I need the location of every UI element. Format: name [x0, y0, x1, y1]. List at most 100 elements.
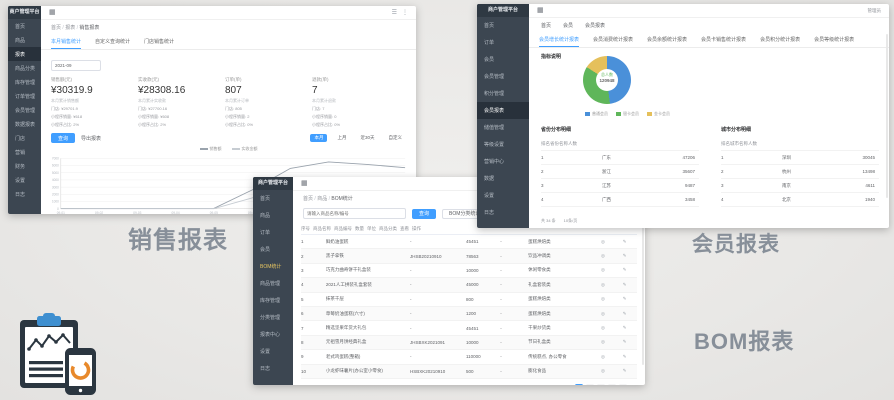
breadcrumb-item[interactable]: 商品 — [317, 196, 331, 202]
tab[interactable]: 会员卡销售统计报表 — [701, 37, 747, 43]
sidebar-item[interactable]: 报表中心 — [260, 332, 281, 338]
sidebar-item[interactable]: 订单 — [484, 40, 495, 46]
apps-grid-icon[interactable]: ▦ — [49, 9, 56, 16]
table-row[interactable]: 6 草莓奶油蛋糕(六寸) - 1200 - 蛋糕烘焙类 ◎ ✎ — [301, 306, 637, 322]
sidebar-item[interactable]: 数据报表 — [15, 121, 36, 128]
tab[interactable]: 本月销售统计 — [51, 36, 82, 49]
scrollbar[interactable] — [641, 217, 644, 365]
table-row[interactable]: 4 2021人工拼装礼盒套装 - 45000 - 礼盒套装类 ◎ ✎ — [301, 278, 637, 293]
sidebar-item[interactable]: 积分管理 — [484, 91, 505, 97]
sidebar-item[interactable]: 会员管理 — [484, 74, 505, 80]
sidebar-item[interactable]: 设置 — [260, 349, 271, 355]
sidebar-item[interactable]: 订单管理 — [15, 93, 36, 100]
sidebar-item[interactable]: 商品 — [260, 213, 271, 219]
sidebar-item[interactable]: 库存管理 — [15, 79, 36, 86]
sidebar-item[interactable]: 日志 — [15, 191, 26, 198]
sidebar-item[interactable]: 营销 — [15, 149, 26, 156]
edit-icon[interactable]: ✎ — [622, 310, 627, 316]
range-button[interactable]: 近30天 — [360, 135, 375, 140]
range-button[interactable]: 本月 — [310, 134, 328, 142]
tab[interactable]: 自定义查询统计 — [95, 39, 131, 45]
query-button[interactable]: 查询 — [412, 208, 437, 219]
sidebar-item[interactable]: 首页 — [484, 23, 495, 29]
sidebar-item[interactable]: 日志 — [260, 366, 271, 372]
tab[interactable]: 门店销售统计 — [144, 39, 175, 45]
sidebar-item[interactable]: 营销中心 — [484, 159, 505, 165]
edit-icon[interactable]: ✎ — [622, 296, 627, 302]
more-icon[interactable]: ⋮ — [402, 10, 408, 16]
sidebar-item[interactable]: 库存管理 — [260, 298, 281, 304]
sidebar-item[interactable]: 商品管理 — [260, 281, 281, 287]
view-icon[interactable]: ◎ — [600, 310, 605, 316]
edit-icon[interactable]: ✎ — [622, 253, 627, 259]
sidebar-item[interactable]: 财务 — [15, 163, 26, 170]
view-icon[interactable]: ◎ — [600, 339, 605, 345]
view-icon[interactable]: ◎ — [600, 353, 605, 359]
menu-item[interactable]: 首页 — [541, 23, 552, 29]
month-filter-input[interactable] — [51, 60, 101, 71]
edit-icon[interactable]: ✎ — [622, 353, 627, 359]
table-row[interactable]: 8 元祖雪月饼经典礼盒 JHSBXK2021091 10000 - 节日礼盒类 … — [301, 335, 637, 351]
tab[interactable]: 会员等级统计报表 — [814, 37, 855, 43]
menu-icon[interactable]: ☰ — [391, 10, 397, 16]
view-icon[interactable]: ◎ — [600, 267, 605, 273]
view-icon[interactable]: ◎ — [600, 253, 605, 259]
sidebar-item[interactable]: 设置 — [484, 193, 495, 199]
tab[interactable]: 会员余额统计报表 — [647, 37, 688, 43]
range-button[interactable]: 上月 — [337, 135, 347, 140]
table-row[interactable]: 4 北京 1940 — [721, 193, 879, 207]
view-icon[interactable]: ◎ — [600, 296, 605, 302]
sidebar-item[interactable]: BOM统计 — [260, 264, 282, 270]
sidebar-item[interactable]: 会员报表 — [477, 102, 529, 119]
page-size[interactable]: 10条/页 — [563, 218, 578, 223]
scrollbar[interactable] — [885, 34, 888, 198]
tab[interactable]: 会员消费统计报表 — [593, 37, 634, 43]
sidebar-item[interactable]: 首页 — [15, 23, 26, 30]
table-row[interactable]: 3 巧克力曲奇饼干礼盒装 - 10000 - 休闲零食类 ◎ ✎ — [301, 264, 637, 279]
apps-grid-icon[interactable]: ▦ — [301, 180, 308, 187]
page-button[interactable]: 2 — [585, 383, 594, 385]
breadcrumb-item[interactable]: 报表 — [65, 25, 79, 31]
current-user[interactable]: 管理员 — [867, 7, 882, 13]
table-row[interactable]: 2 黑子拿铁 JHSB20210910 78563 - 饮品冲调类 ◎ ✎ — [301, 249, 637, 264]
table-row[interactable]: 10 小龙虾味薯片(办公室小零食) HSBXK20210910 500 - 膨化… — [301, 364, 637, 379]
edit-icon[interactable]: ✎ — [622, 281, 627, 287]
sidebar-item[interactable]: 订单 — [260, 230, 271, 236]
table-row[interactable]: 3 江苏 9487 — [541, 179, 699, 193]
edit-icon[interactable]: ✎ — [622, 238, 627, 244]
view-icon[interactable]: ◎ — [600, 325, 605, 331]
page-button[interactable]: 4 — [607, 383, 616, 385]
tab[interactable]: 会员积分统计报表 — [760, 37, 801, 43]
sidebar-item[interactable]: 分类管理 — [260, 315, 281, 321]
edit-icon[interactable]: ✎ — [622, 368, 627, 374]
breadcrumb-item[interactable]: 首页 — [303, 196, 317, 202]
table-row[interactable]: 9 老式鸡蛋糕(整箱) - 110000 - 传统糕点, 办公零食 ◎ ✎ — [301, 350, 637, 365]
sidebar-item[interactable]: 会员管理 — [15, 107, 36, 114]
table-row[interactable]: 4 广西 3458 — [541, 193, 699, 207]
sidebar-item[interactable]: 会员 — [260, 247, 271, 253]
table-row[interactable]: 2 浙江 35607 — [541, 165, 699, 179]
menu-item[interactable]: 会员报表 — [585, 23, 606, 29]
sidebar-item[interactable]: 门店 — [15, 135, 26, 142]
breadcrumb-item[interactable]: 销售报表 — [79, 25, 100, 31]
table-row[interactable]: 2 杭州 13498 — [721, 165, 879, 179]
breadcrumb-item[interactable]: BOM统计 — [331, 196, 353, 202]
sidebar-item[interactable]: 报表 — [8, 47, 41, 61]
legend-item[interactable]: 销售额 — [199, 146, 222, 152]
sidebar-item[interactable]: 数据 — [484, 176, 495, 182]
page-button[interactable]: 1 — [574, 383, 583, 385]
breadcrumb-item[interactable]: 首页 — [51, 25, 65, 31]
table-row[interactable]: 1 广东 47206 — [541, 151, 699, 165]
view-icon[interactable]: ◎ — [600, 238, 605, 244]
edit-icon[interactable]: ✎ — [622, 339, 627, 345]
sidebar-item[interactable]: 日志 — [484, 210, 495, 216]
legend-item[interactable]: 银卡会员 — [616, 111, 639, 117]
edit-icon[interactable]: ✎ — [622, 325, 627, 331]
table-row[interactable]: 7 精选坚果年货大礼包 - 45451 - 干果炒货类 ◎ ✎ — [301, 321, 637, 336]
legend-item[interactable]: 普通会员 — [585, 111, 608, 117]
menu-item[interactable]: 会员 — [563, 23, 574, 29]
sidebar-item[interactable]: 会员 — [484, 57, 495, 63]
range-button[interactable]: 自定义 — [388, 135, 403, 140]
query-button[interactable]: 查询 — [51, 133, 76, 143]
table-row[interactable]: 5 抹茶千层 - 800 - 蛋糕烘焙类 ◎ ✎ — [301, 293, 637, 307]
